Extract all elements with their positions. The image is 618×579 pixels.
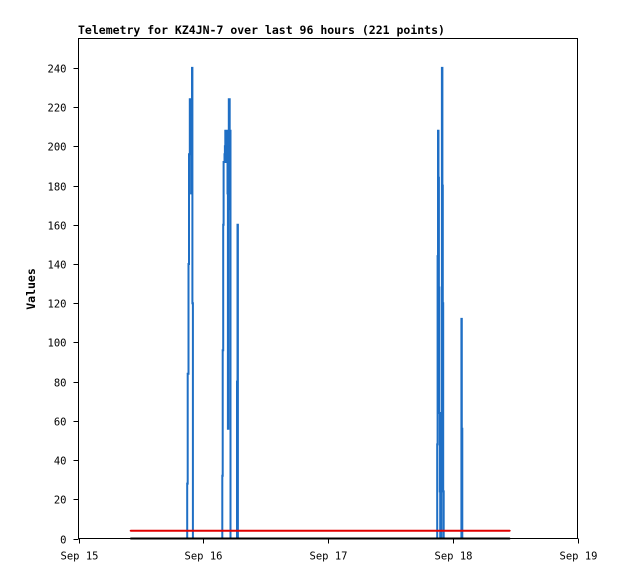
data-point: [441, 67, 443, 69]
data-point: [440, 412, 443, 414]
data-point: [129, 529, 132, 532]
data-point: [191, 67, 193, 69]
data-point: [129, 537, 132, 540]
data-point: [227, 208, 230, 210]
data-point: [236, 380, 238, 383]
y-tick-label: 180: [48, 182, 67, 194]
data-point: [187, 263, 190, 265]
x-tick-label: Sep 15: [61, 551, 99, 563]
data-point: [190, 114, 193, 116]
data-point: [438, 286, 440, 289]
y-tick-label: 0: [60, 535, 66, 547]
data-point: [222, 224, 224, 226]
x-tick-label: Sep 18: [435, 551, 473, 563]
data-point: [189, 98, 192, 101]
plot-frame: [78, 38, 578, 539]
data-point: [509, 529, 511, 532]
data-point: [509, 537, 511, 540]
data-point: [223, 153, 226, 155]
x-axis: Sep 15 Sep 16 Sep 17 Sep 18 Sep 19: [61, 538, 598, 563]
data-point: [436, 255, 439, 257]
y-tick-label: 120: [48, 299, 67, 311]
y-axis-label: Values: [24, 268, 38, 310]
y-tick-label: 200: [48, 142, 67, 154]
x-tick-label: Sep 19: [560, 551, 598, 563]
data-point: [441, 184, 444, 187]
data-point: [186, 373, 189, 375]
data-point: [190, 192, 192, 195]
data-point: [437, 129, 439, 132]
data-point: [228, 145, 231, 148]
data-point: [229, 129, 231, 132]
data-point: [226, 129, 228, 132]
data-point: [438, 412, 441, 414]
data-point: [221, 475, 224, 477]
data-point: [222, 161, 225, 163]
data-point: [186, 482, 188, 485]
data-point: [228, 98, 230, 101]
y-tick-label: 220: [48, 103, 67, 115]
data-point: [225, 161, 227, 163]
x-tick-label: Sep 16: [185, 551, 223, 563]
y-tick-label: 140: [48, 260, 67, 272]
y-tick-label: 40: [54, 456, 67, 468]
y-tick-label: 100: [48, 338, 67, 350]
y-axis: 0 20 40 60 80 100 120 140 160 180 200 220 240: [48, 64, 79, 547]
chart-title: Telemetry for KZ4JN-7 over last 96 hours…: [78, 23, 445, 37]
x-tick-label: Sep 17: [310, 551, 348, 563]
data-point: [191, 302, 194, 305]
data-point: [189, 129, 192, 132]
data-point: [225, 145, 228, 148]
data-point: [442, 302, 444, 305]
data-point: [439, 490, 441, 493]
data-point: [225, 137, 227, 140]
y-tick-label: 80: [54, 378, 67, 390]
y-tick-label: 160: [48, 221, 67, 233]
data-point: [224, 129, 227, 132]
series-group: [129, 66, 511, 540]
data-point: [227, 427, 229, 430]
data-point: [236, 224, 239, 226]
y-tick-label: 20: [54, 495, 67, 507]
data-point: [436, 443, 439, 446]
y-tick-label: 240: [48, 64, 67, 76]
data-point: [226, 192, 229, 195]
data-point: [437, 176, 440, 179]
data-point: [461, 427, 463, 430]
data-point: [188, 153, 190, 155]
data-point: [442, 490, 445, 493]
data-point: [221, 349, 224, 352]
y-tick-label: 60: [54, 417, 67, 429]
data-point: [460, 318, 463, 320]
data-point: [224, 145, 226, 148]
